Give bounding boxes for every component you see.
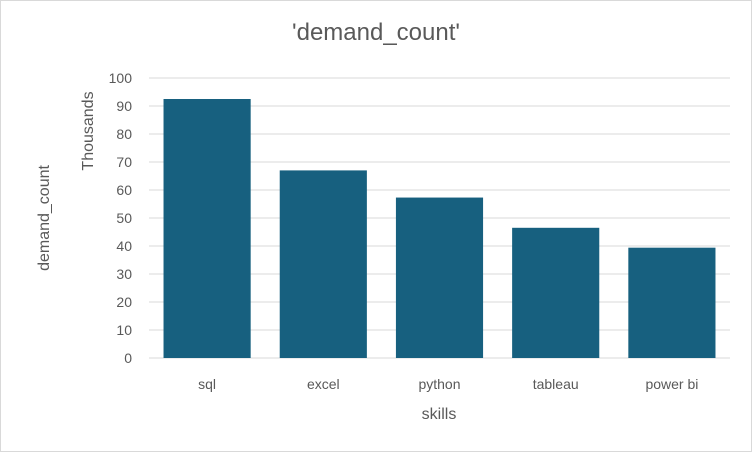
y-tick-label: 80 xyxy=(116,126,132,142)
x-tick-label: power bi xyxy=(645,376,698,392)
y-tick-label: 90 xyxy=(116,98,132,114)
y-tick-label: 0 xyxy=(124,350,132,366)
bar-tableau xyxy=(512,227,600,358)
bars xyxy=(163,99,716,358)
x-axis-ticks: sql excel python tableau power bi xyxy=(198,376,698,392)
bar-power-bi xyxy=(628,247,716,358)
y-axis-title: demand_count xyxy=(36,165,53,271)
x-tick-label: tableau xyxy=(533,376,579,392)
bar-sql xyxy=(163,99,251,358)
y-tick-label: 10 xyxy=(116,322,132,338)
chart-title: 'demand_count' xyxy=(292,19,460,46)
y-axis-ticks: 0 10 20 30 40 50 60 70 80 90 100 xyxy=(109,70,133,366)
y-tick-label: 60 xyxy=(116,182,132,198)
y-tick-label: 40 xyxy=(116,238,132,254)
x-axis-title: skills xyxy=(422,406,457,423)
y-tick-label: 70 xyxy=(116,154,132,170)
x-tick-label: excel xyxy=(307,376,340,392)
y-tick-label: 50 xyxy=(116,210,132,226)
y-tick-label: 100 xyxy=(109,70,133,86)
y-tick-label: 20 xyxy=(116,294,132,310)
y-axis-units-label: Thousands xyxy=(80,91,97,170)
x-tick-label: sql xyxy=(198,376,216,392)
bar-python xyxy=(395,197,484,358)
x-tick-label: python xyxy=(418,376,460,392)
bar-excel xyxy=(279,170,367,358)
y-tick-label: 30 xyxy=(116,266,132,282)
